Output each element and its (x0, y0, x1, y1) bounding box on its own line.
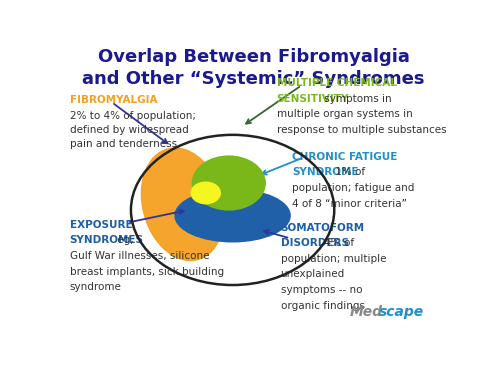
Text: SOMATOFORM: SOMATOFORM (281, 223, 365, 233)
Text: scape: scape (379, 305, 424, 319)
Text: symptoms -- no: symptoms -- no (281, 285, 362, 295)
Text: population; fatigue and: population; fatigue and (292, 183, 414, 193)
Ellipse shape (175, 190, 290, 242)
Text: EXPOSURE: EXPOSURE (69, 220, 132, 230)
Text: MULTIPLE CHEMICAL: MULTIPLE CHEMICAL (277, 78, 396, 88)
Text: FIBROMYALGIA: FIBROMYALGIA (69, 95, 157, 105)
Text: SYNDROME: SYNDROME (292, 167, 358, 177)
Text: 4 of 8 “minor criteria”: 4 of 8 “minor criteria” (292, 199, 407, 209)
Text: CHRONIC FATIGUE: CHRONIC FATIGUE (292, 152, 397, 162)
Text: defined by widespread: defined by widespread (69, 125, 188, 135)
Text: 2% to 4% of population;: 2% to 4% of population; (69, 111, 196, 121)
Text: 1% of: 1% of (332, 167, 365, 177)
Text: response to multiple substances: response to multiple substances (277, 125, 446, 135)
Text: pain and tenderness: pain and tenderness (69, 139, 177, 149)
Circle shape (192, 156, 265, 210)
Text: multiple organ systems in: multiple organ systems in (277, 109, 412, 119)
Text: population; multiple: population; multiple (281, 254, 386, 264)
Text: Overlap Between Fibromyalgia
and Other “Systemic” Syndromes: Overlap Between Fibromyalgia and Other “… (83, 49, 425, 88)
Text: Med: Med (349, 305, 383, 319)
Text: breast implants, sick building: breast implants, sick building (69, 266, 224, 277)
Text: symptoms in: symptoms in (321, 94, 392, 104)
Text: unexplained: unexplained (281, 269, 345, 279)
Ellipse shape (142, 148, 224, 261)
Text: organic findings: organic findings (281, 301, 364, 311)
Text: syndrome: syndrome (69, 282, 121, 292)
Text: SENSITIVITY: SENSITIVITY (277, 94, 349, 104)
Text: DISORDERS: DISORDERS (281, 238, 348, 248)
Text: eg,: eg, (114, 236, 133, 245)
Circle shape (191, 182, 220, 204)
Text: 4% of: 4% of (321, 238, 354, 248)
Text: SYNDROMES: SYNDROMES (69, 236, 144, 245)
Text: Gulf War illnesses, silicone: Gulf War illnesses, silicone (69, 251, 209, 261)
